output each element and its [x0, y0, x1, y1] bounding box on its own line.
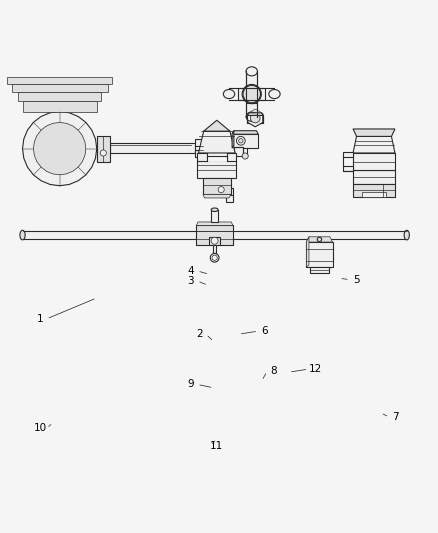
Bar: [7, 77, 112, 84]
Circle shape: [100, 150, 106, 156]
Ellipse shape: [20, 230, 25, 240]
Bar: [18, 92, 101, 101]
Bar: [246, 103, 258, 117]
Bar: [227, 153, 237, 161]
Bar: [238, 88, 252, 100]
Polygon shape: [204, 120, 230, 131]
Bar: [197, 153, 207, 161]
Text: 3: 3: [187, 276, 194, 286]
Bar: [353, 183, 395, 197]
Circle shape: [211, 237, 218, 244]
Ellipse shape: [246, 112, 258, 122]
Text: 10: 10: [33, 423, 46, 433]
Circle shape: [242, 153, 248, 159]
Circle shape: [218, 187, 224, 193]
Ellipse shape: [246, 67, 258, 76]
Ellipse shape: [223, 90, 235, 99]
Text: 7: 7: [392, 412, 399, 422]
Bar: [343, 166, 353, 171]
Polygon shape: [247, 109, 263, 118]
Polygon shape: [247, 109, 263, 127]
Bar: [22, 101, 97, 111]
Bar: [252, 88, 265, 100]
Bar: [232, 134, 258, 148]
Polygon shape: [33, 123, 86, 175]
Bar: [353, 153, 395, 171]
Bar: [203, 178, 231, 195]
Circle shape: [237, 136, 245, 145]
Bar: [195, 139, 203, 146]
Polygon shape: [306, 237, 332, 242]
Bar: [247, 116, 263, 123]
Polygon shape: [196, 222, 233, 225]
Bar: [234, 147, 243, 157]
Text: 2: 2: [196, 329, 203, 339]
Bar: [213, 245, 216, 253]
Polygon shape: [353, 129, 395, 136]
Polygon shape: [306, 237, 309, 268]
Bar: [310, 266, 329, 272]
Text: 11: 11: [210, 440, 223, 450]
Bar: [246, 71, 258, 85]
Text: 12: 12: [308, 364, 321, 374]
Text: 4: 4: [187, 266, 194, 276]
Circle shape: [242, 84, 261, 103]
Bar: [211, 210, 218, 222]
Bar: [196, 225, 233, 245]
Bar: [343, 152, 353, 157]
Circle shape: [317, 237, 321, 241]
Text: 8: 8: [270, 366, 277, 376]
Bar: [226, 188, 233, 202]
Bar: [12, 84, 108, 92]
Text: 9: 9: [187, 379, 194, 390]
Bar: [195, 150, 203, 157]
Circle shape: [251, 113, 260, 123]
Bar: [306, 242, 332, 268]
Circle shape: [243, 85, 261, 103]
Bar: [209, 237, 220, 245]
Ellipse shape: [404, 230, 410, 240]
Polygon shape: [353, 136, 395, 153]
Circle shape: [239, 139, 243, 143]
Text: 5: 5: [353, 274, 360, 285]
Bar: [197, 160, 237, 178]
Bar: [97, 135, 110, 161]
Polygon shape: [203, 195, 231, 198]
Text: 6: 6: [261, 326, 268, 336]
Polygon shape: [232, 131, 258, 134]
Polygon shape: [232, 131, 234, 148]
Bar: [22, 231, 407, 239]
Bar: [362, 192, 386, 197]
Text: 1: 1: [37, 314, 43, 324]
Bar: [110, 143, 195, 152]
Bar: [207, 156, 227, 161]
Ellipse shape: [211, 208, 218, 212]
Ellipse shape: [269, 90, 280, 99]
Bar: [353, 171, 395, 183]
Polygon shape: [22, 111, 97, 185]
Polygon shape: [247, 113, 263, 116]
Polygon shape: [198, 131, 235, 153]
